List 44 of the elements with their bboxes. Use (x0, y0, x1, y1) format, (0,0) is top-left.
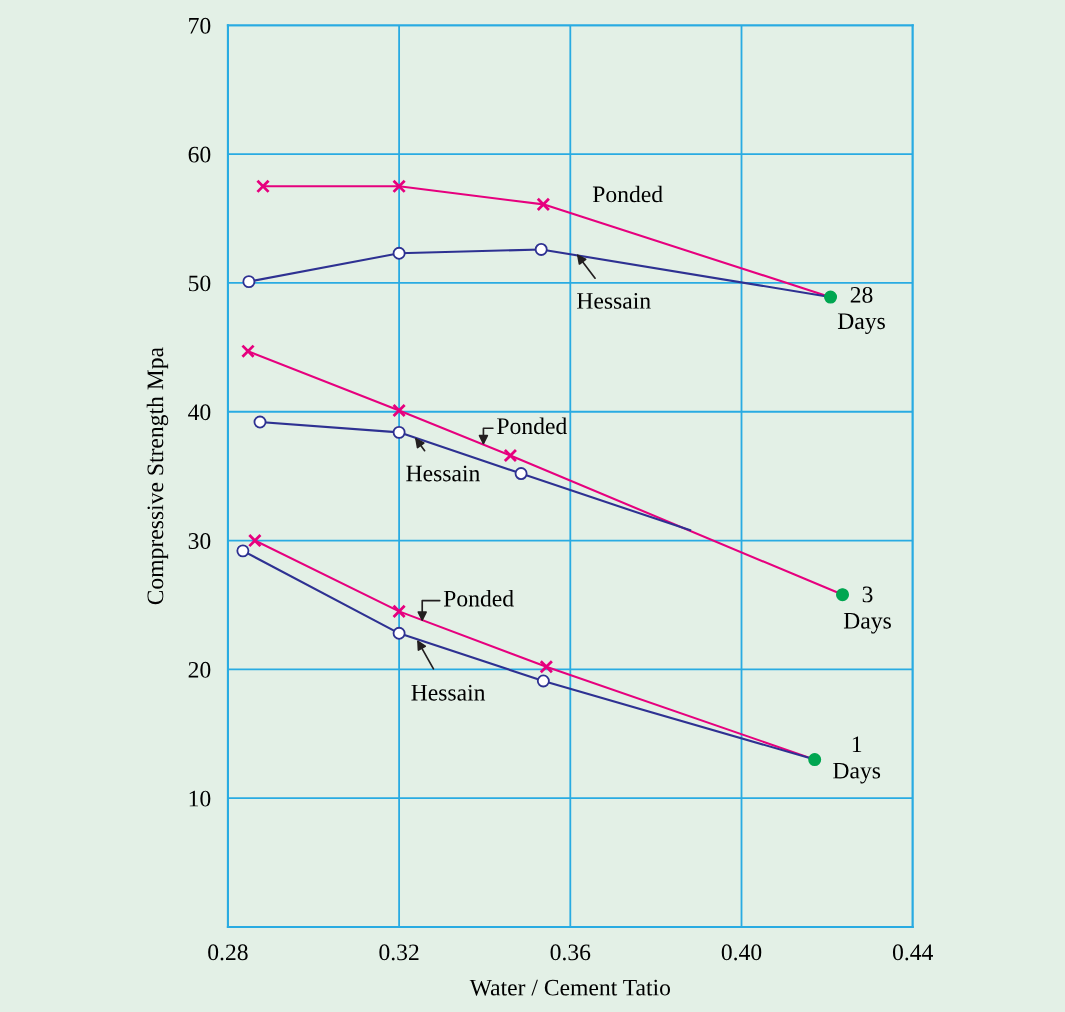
annotation: Ponded (443, 590, 514, 607)
x-tick-label: 0.36 (550, 944, 591, 961)
point (247, 533, 262, 548)
point (836, 588, 850, 602)
y-tick-label: 40 (188, 404, 211, 421)
annotation: 28 Days (837, 286, 885, 334)
point (256, 179, 270, 194)
y-tick-label: 60 (188, 146, 211, 163)
annotation: 1 Days (833, 736, 881, 784)
annotation: Hessain (411, 684, 486, 701)
annotation: Hessain (577, 292, 651, 309)
point (503, 448, 518, 463)
annotation: 3 Days (843, 586, 891, 634)
point (808, 753, 822, 767)
annotation: Ponded (497, 417, 567, 435)
point (539, 659, 554, 674)
point (392, 604, 407, 619)
y-tick-label: 50 (189, 275, 211, 292)
point (536, 197, 551, 212)
y-tick-label: 70 (189, 17, 211, 34)
y-tick-label: 30 (188, 533, 211, 549)
point (253, 415, 267, 429)
y-tick-label: 10 (189, 790, 211, 807)
point (392, 626, 406, 640)
point (236, 544, 250, 558)
point (392, 246, 406, 260)
point (514, 467, 528, 481)
point (824, 290, 838, 304)
y-tick-label: 20 (188, 661, 211, 678)
point (392, 179, 407, 194)
point (242, 275, 256, 289)
annotation: Hessain (406, 465, 480, 482)
point (392, 403, 407, 418)
x-tick-label: 0.28 (208, 944, 248, 961)
x-tick-label: 0.44 (892, 944, 933, 961)
x-tick-label: 0.40 (721, 944, 762, 961)
x-axis-title: Water / Cement Tatio (469, 979, 671, 996)
point (534, 242, 548, 256)
annotation: Ponded (592, 185, 663, 203)
point (536, 674, 550, 688)
point (392, 425, 406, 439)
point (241, 344, 255, 359)
y-axis-title: Compressive Strength Mpa (146, 347, 169, 605)
x-tick-label: 0.32 (379, 944, 419, 961)
